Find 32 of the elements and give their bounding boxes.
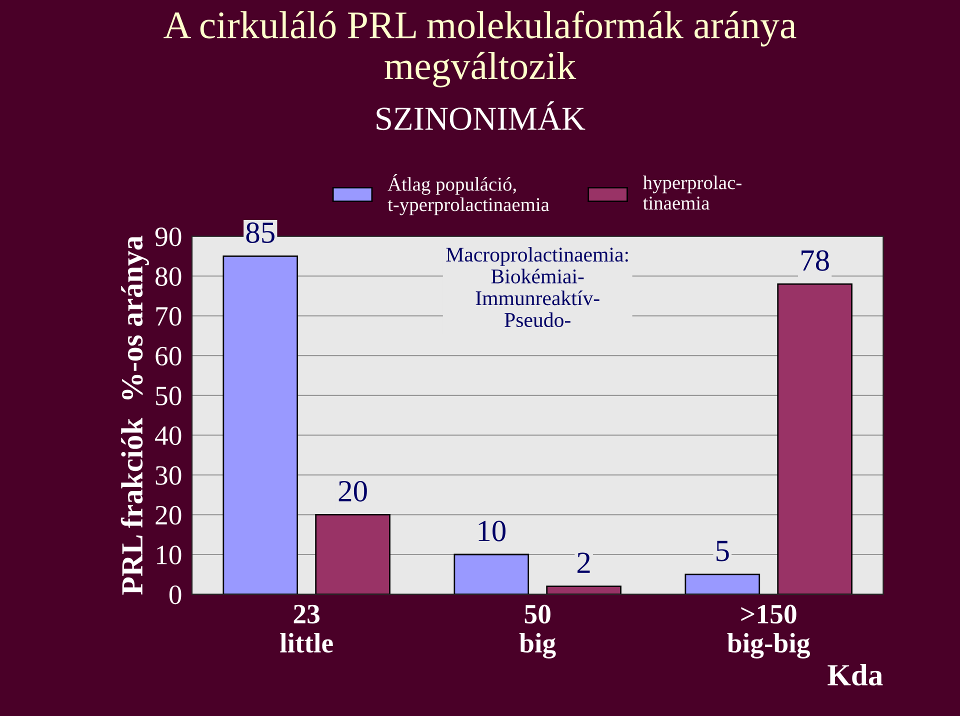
data-label: 85 xyxy=(246,222,274,244)
y-axis-title: PRL frakciók %-os aránya xyxy=(120,236,149,595)
y-tick-label: 30 xyxy=(156,466,182,485)
data-label: 20 xyxy=(338,480,367,502)
bar xyxy=(684,574,760,594)
x-tick-label: 23 little xyxy=(280,604,333,653)
legend-label: hyperprolac- tinaemia xyxy=(642,176,742,210)
chart-title: A cirkuláló PRL molekulaformák aránya megváltozik xyxy=(164,10,796,88)
annotation: Macroprolactinaemia: Biokémiai- Immunreaktív- Pseudo- xyxy=(446,247,628,328)
x-tick-label: >150 big-big xyxy=(727,604,810,658)
bar xyxy=(315,514,390,594)
data-label: 5 xyxy=(716,540,729,562)
y-tick-label: 20 xyxy=(156,506,182,525)
bar xyxy=(777,283,852,594)
bar xyxy=(454,554,530,594)
legend-label: Átlag populáció, t-yperprolactinaemia xyxy=(388,174,550,216)
y-tick-label: 0 xyxy=(169,585,182,604)
data-label: 78 xyxy=(802,250,829,271)
y-tick-label: 70 xyxy=(156,307,182,326)
data-label: 10 xyxy=(478,520,506,542)
x-tick-label: 50 big xyxy=(519,604,556,658)
bar xyxy=(222,255,298,594)
y-tick-label: 80 xyxy=(156,267,182,286)
data-label: 2 xyxy=(578,552,590,573)
y-tick-label: 50 xyxy=(156,386,182,406)
y-tick-label: 40 xyxy=(155,426,182,446)
bar xyxy=(546,586,622,594)
y-tick-label: 10 xyxy=(156,546,182,564)
y-tick-label: 60 xyxy=(156,346,182,366)
x-axis-title: Kda xyxy=(828,664,883,686)
y-tick-label: 90 xyxy=(155,227,182,246)
text: SZINONIMÁK xyxy=(376,101,586,130)
